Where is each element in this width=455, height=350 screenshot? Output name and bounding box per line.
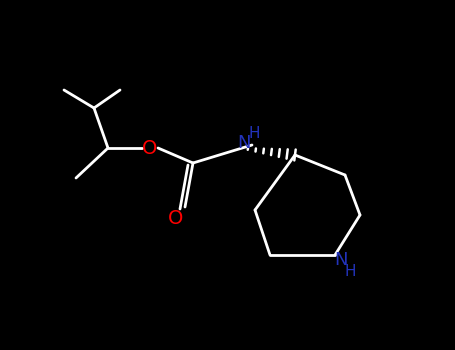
Text: H: H <box>344 264 356 279</box>
Text: O: O <box>168 209 184 228</box>
Text: N: N <box>334 251 348 269</box>
Text: O: O <box>142 139 158 158</box>
Text: H: H <box>248 126 260 140</box>
Text: N: N <box>237 134 251 152</box>
